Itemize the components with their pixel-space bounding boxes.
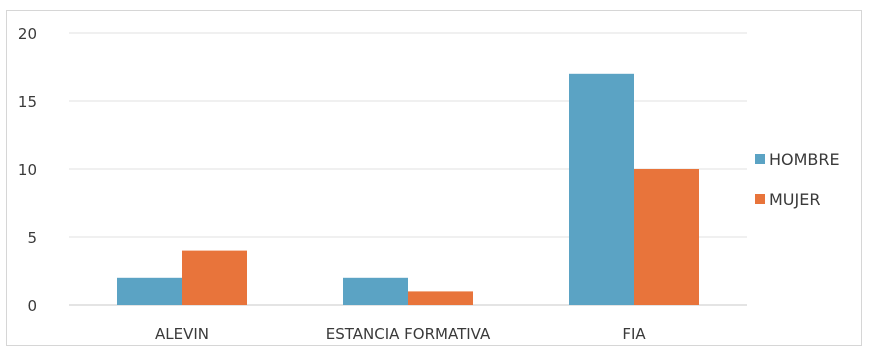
bar-hombre-estancia-formativa — [343, 277, 408, 305]
x-tick-label: ESTANCIA FORMATIVA — [326, 325, 491, 343]
y-axis-ticks: 0 5 10 15 20 — [18, 25, 37, 315]
legend-swatch-hombre — [755, 154, 765, 164]
x-tick-label: ALEVIN — [155, 325, 209, 343]
bar-chart: 0 5 10 15 20 ALEVIN ESTANCIA FORMATIVA FIA HOM… — [18, 25, 840, 343]
bar-mujer-fia — [634, 169, 699, 305]
bar-mujer-alevin — [182, 250, 247, 305]
y-tick-label: 5 — [27, 229, 37, 247]
x-axis-ticks: ALEVIN ESTANCIA FORMATIVA FIA — [155, 325, 646, 343]
bars — [117, 73, 699, 305]
y-tick-label: 20 — [18, 25, 37, 43]
bar-hombre-alevin — [117, 277, 182, 305]
y-tick-label: 10 — [18, 161, 37, 179]
legend-label-hombre: HOMBRE — [769, 150, 840, 169]
bar-mujer-estancia-formativa — [408, 291, 473, 305]
legend-label-mujer: MUJER — [769, 190, 820, 209]
chart-frame: 0 5 10 15 20 ALEVIN ESTANCIA FORMATIVA FIA HOM… — [6, 10, 862, 346]
legend-swatch-mujer — [755, 194, 765, 204]
bar-hombre-fia — [569, 73, 634, 305]
x-tick-label: FIA — [622, 325, 646, 343]
legend: HOMBRE MUJER — [755, 150, 840, 209]
y-tick-label: 15 — [18, 93, 37, 111]
y-tick-label: 0 — [27, 297, 37, 315]
